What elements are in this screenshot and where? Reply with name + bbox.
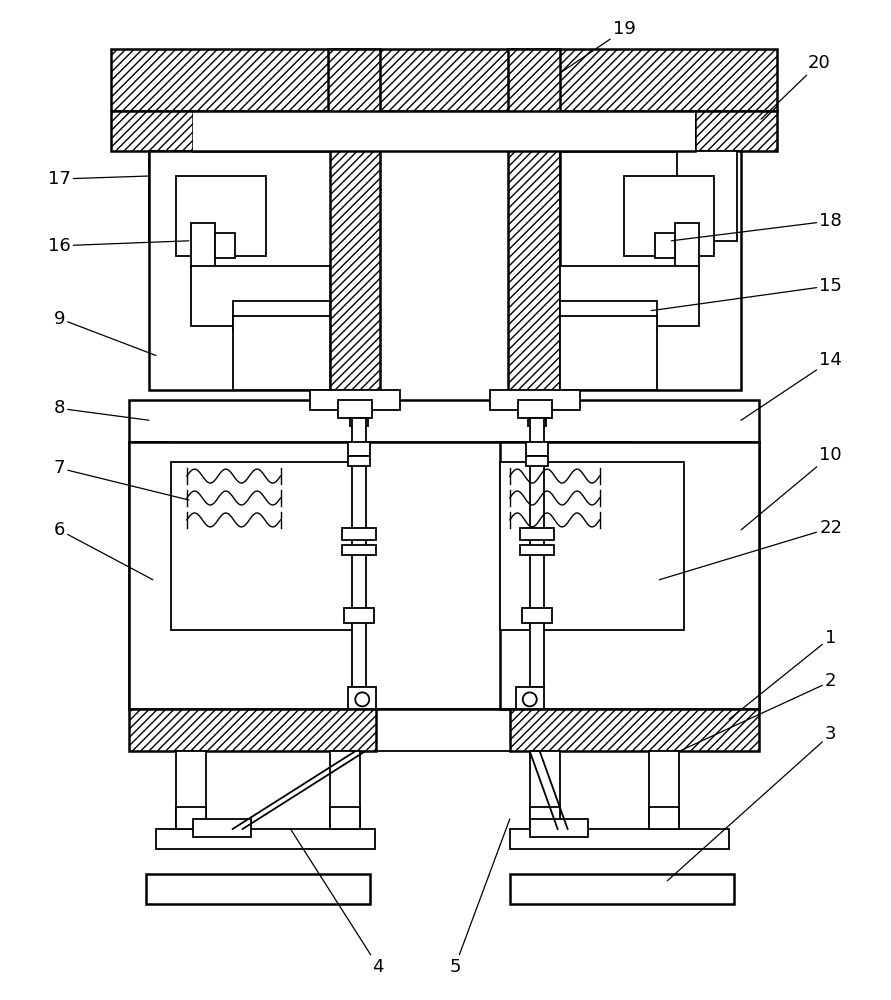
Bar <box>111 111 192 151</box>
Bar <box>149 151 331 390</box>
Bar <box>695 111 777 151</box>
Bar <box>310 390 400 410</box>
Bar <box>560 266 699 326</box>
Bar <box>530 418 544 687</box>
Bar <box>344 608 374 623</box>
Bar <box>192 111 695 151</box>
Bar <box>530 819 587 837</box>
Bar <box>129 442 627 709</box>
Bar <box>519 528 553 540</box>
Bar <box>530 807 560 829</box>
Text: 17: 17 <box>48 170 149 188</box>
Bar <box>176 176 266 256</box>
Text: 9: 9 <box>53 310 156 355</box>
Text: 16: 16 <box>48 237 189 255</box>
Circle shape <box>356 692 369 706</box>
Bar <box>656 233 675 258</box>
Bar <box>342 545 376 555</box>
Bar <box>339 400 372 418</box>
Bar <box>156 829 375 849</box>
Bar <box>331 751 360 829</box>
Text: 4: 4 <box>290 829 384 976</box>
Bar <box>516 687 544 709</box>
Bar <box>560 151 741 390</box>
Bar <box>191 266 331 326</box>
Bar <box>129 709 376 751</box>
Text: 20: 20 <box>761 54 830 119</box>
Bar <box>233 301 331 331</box>
Bar <box>129 400 759 442</box>
Bar <box>233 316 331 390</box>
Bar <box>508 49 560 438</box>
Bar <box>510 829 729 849</box>
Bar <box>149 151 208 241</box>
Text: 14: 14 <box>741 351 842 420</box>
Text: 6: 6 <box>53 521 153 580</box>
Bar <box>352 418 366 687</box>
Bar <box>111 49 777 111</box>
Bar <box>342 528 376 540</box>
Text: 2: 2 <box>679 672 837 751</box>
Text: 1: 1 <box>729 629 837 719</box>
Bar <box>721 442 759 709</box>
Bar <box>171 462 356 630</box>
Bar <box>510 709 759 751</box>
Bar <box>519 545 553 555</box>
Text: 10: 10 <box>741 446 842 530</box>
Bar <box>526 456 548 466</box>
Bar <box>527 418 545 426</box>
Bar <box>500 462 684 630</box>
Bar <box>176 807 206 829</box>
Text: 19: 19 <box>560 20 636 73</box>
Bar <box>191 223 215 268</box>
Bar <box>350 418 368 426</box>
Bar <box>675 223 699 268</box>
Text: 8: 8 <box>53 399 149 420</box>
Bar <box>526 442 548 456</box>
Bar <box>560 301 658 331</box>
Bar <box>510 874 734 904</box>
Text: 15: 15 <box>651 277 842 311</box>
Bar <box>329 49 380 438</box>
Bar <box>490 390 579 410</box>
Bar <box>650 751 679 829</box>
Bar <box>500 442 759 709</box>
Bar <box>348 442 371 456</box>
Text: 7: 7 <box>53 459 189 500</box>
Bar <box>677 151 737 241</box>
Bar <box>348 687 376 709</box>
Bar <box>650 807 679 829</box>
Bar <box>530 751 560 829</box>
Text: 5: 5 <box>449 819 510 976</box>
Bar <box>215 233 234 258</box>
Bar <box>129 442 167 709</box>
Text: 3: 3 <box>667 725 837 881</box>
Bar <box>331 807 360 829</box>
Circle shape <box>523 692 536 706</box>
Bar <box>522 608 552 623</box>
Bar <box>518 400 552 418</box>
Text: 18: 18 <box>671 212 842 241</box>
Bar <box>348 456 371 466</box>
Bar <box>176 751 206 829</box>
Bar <box>625 176 715 256</box>
Bar <box>146 874 371 904</box>
Bar <box>560 316 658 390</box>
Text: 22: 22 <box>659 519 842 580</box>
Bar <box>192 819 250 837</box>
